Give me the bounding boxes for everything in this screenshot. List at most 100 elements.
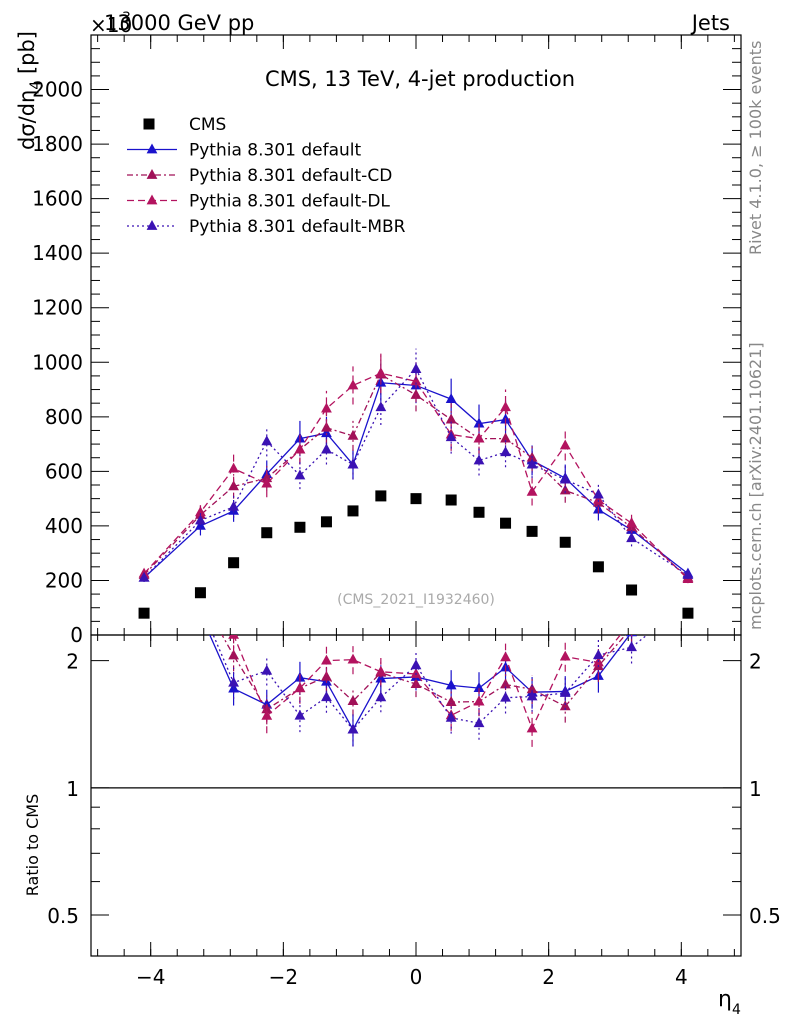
x-tick-label: 0: [410, 965, 423, 989]
y-tick-label: 0: [70, 623, 83, 647]
data-point: [347, 379, 359, 390]
data-point: [445, 431, 457, 442]
data-point: [321, 443, 332, 454]
y-tick-label: 1400: [32, 241, 83, 265]
series-pythia-8-301-default-dl: [138, 352, 694, 584]
ratio-tick-label-right: 1: [749, 777, 762, 801]
ratio-point: [626, 615, 637, 625]
data-point: [559, 536, 571, 548]
data-point: [473, 506, 485, 518]
ratio-point: [473, 717, 485, 728]
data-point: [526, 485, 538, 496]
ratio-point: [228, 676, 240, 687]
ratio-point: [473, 695, 485, 706]
data-point: [526, 458, 538, 469]
ratio-point: [195, 608, 206, 618]
ratio-point: [195, 599, 206, 609]
ratio-point: [559, 700, 571, 711]
data-point: [138, 607, 150, 619]
data-point: [559, 439, 571, 450]
legend-marker: [146, 220, 158, 230]
y-tick-label: 1800: [32, 132, 83, 156]
y-exponent-power: 3: [122, 10, 131, 26]
data-point: [321, 421, 332, 432]
ratio-tick-label: 0.5: [47, 904, 79, 928]
legend-item: CMS: [143, 115, 226, 135]
series-line: [143, 382, 689, 579]
data-point: [682, 607, 694, 619]
ratio-point: [410, 667, 422, 678]
data-point: [320, 516, 332, 528]
y-exponent-prefix: ×10: [90, 13, 132, 37]
legend-item: Pythia 8.301 default-MBR: [127, 217, 406, 237]
data-point: [473, 417, 485, 428]
data-point: [500, 401, 511, 412]
legend-marker: [143, 118, 155, 130]
analysis-label: (CMS_2021_I1932460): [337, 592, 495, 608]
x-tick-label: −2: [269, 965, 298, 989]
ratio-point: [261, 709, 273, 720]
legend-item: Pythia 8.301 default-DL: [127, 192, 390, 212]
legend-label: Pythia 8.301 default: [189, 141, 362, 161]
svg-text:dσ/dη4 [pb]: dσ/dη4 [pb]: [15, 31, 44, 150]
y-tick-label: 1000: [32, 350, 83, 374]
data-point: [194, 587, 206, 599]
data-point: [500, 446, 511, 457]
data-point: [261, 527, 273, 539]
data-point: [592, 488, 604, 499]
ratio-point: [347, 653, 359, 664]
y-axis-title-unit: [pb]: [15, 31, 39, 81]
y-axis-title: dσ/dη4 [pb]: [15, 31, 44, 150]
ratio-point: [347, 723, 359, 734]
axes: −4 −2 0 2 4 0 200 400 600 800 1000 1200 1400 1600 1800…: [32, 35, 781, 989]
ratio-line: [232, 635, 622, 731]
data-point: [347, 458, 359, 469]
data-point: [321, 427, 332, 438]
data-point: [626, 584, 638, 596]
data-point: [445, 413, 457, 424]
data-point: [347, 429, 359, 440]
ratio-point: [473, 682, 485, 692]
main-series: [138, 348, 694, 619]
data-point: [294, 521, 306, 533]
data-point: [682, 569, 694, 579]
ratio-tick-label-right: 0.5: [749, 904, 781, 928]
process-label: Jets: [690, 11, 730, 35]
x-tick-label: 4: [675, 965, 688, 989]
data-point: [261, 435, 273, 446]
mcplots-label: mcplots.cern.ch [arXiv:2401.10621]: [746, 342, 765, 630]
legend: CMS Pythia 8.301 default Pythia 8.301 defa…: [127, 115, 406, 237]
ratio-point: [445, 679, 457, 690]
legend-item: Pythia 8.301 default-CD: [127, 166, 392, 186]
data-point: [410, 493, 422, 505]
x-tick-label: 2: [542, 965, 555, 989]
x-axis-title: η4: [718, 987, 741, 1018]
data-point: [294, 469, 306, 480]
data-point: [626, 517, 637, 528]
data-point: [410, 363, 422, 373]
data-point: [559, 473, 571, 484]
y-tick-label: 800: [45, 405, 83, 429]
data-point: [473, 432, 485, 443]
chart-title: CMS, 13 TeV, 4-jet production: [265, 67, 575, 91]
ratio-series-pythia-8-301-default-mbr: [195, 599, 648, 747]
ratio-point: [526, 722, 538, 733]
series-cms: [138, 490, 694, 619]
ratio-point: [321, 691, 332, 702]
y-tick-label: 1200: [32, 296, 83, 320]
ratio-point: [500, 678, 511, 689]
data-point: [195, 506, 206, 517]
ratio-point: [321, 654, 332, 665]
data-point: [261, 477, 273, 488]
x-axis-title-sub: 4: [732, 1002, 741, 1018]
ratio-point: [375, 665, 387, 676]
ratio-point: [592, 649, 604, 660]
data-point: [410, 375, 422, 386]
ratio-point: [683, 592, 694, 602]
series-pythia-8-301-default-mbr: [138, 348, 694, 582]
data-point: [500, 432, 511, 443]
legend-item: Pythia 8.301 default: [127, 141, 362, 161]
ratio-point: [445, 696, 457, 706]
rivet-label: Rivet 4.1.0, ≥ 100k events: [746, 41, 765, 255]
